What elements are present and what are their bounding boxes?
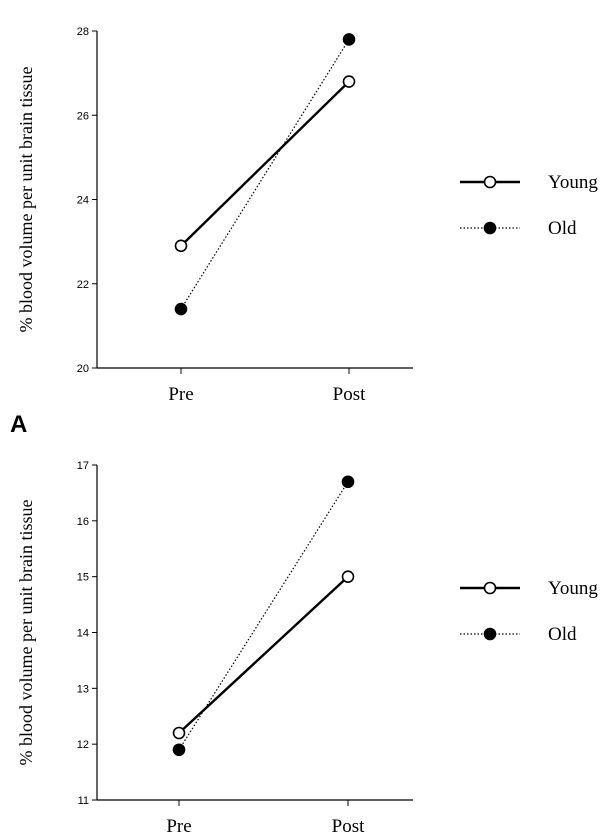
chart2-series-old-point: [341, 475, 355, 489]
chart1-legend-young-marker: [483, 175, 497, 189]
chart1-series-old-point: [174, 302, 188, 316]
chart1-x-tick-label: Pre: [168, 384, 193, 405]
chart1-series-young-line: [180, 80, 350, 247]
chart1-y-axis-label: % blood volume per unit brain tissue: [16, 67, 36, 333]
chart1-series-old-line: [180, 39, 350, 310]
chart1-y-tick-label: 28: [77, 26, 89, 38]
chart2-y-tick-label: 13: [77, 683, 89, 695]
chart2-y-tick-label: 12: [77, 739, 89, 751]
panel-letter: A: [10, 411, 28, 438]
chart2-x-tick-label: Post: [332, 816, 365, 837]
chart1-legend-old-marker: [483, 221, 497, 235]
chart2-legend-young-marker: [483, 581, 497, 595]
chart2-x-tick-label: Pre: [166, 816, 191, 837]
chart2-legend-old-marker: [483, 627, 497, 641]
chart1-legend-old-label: Old: [548, 218, 577, 239]
chart2-series-young-point: [172, 726, 186, 740]
chart2-y-tick-label: 17: [77, 460, 89, 472]
chart1-y-tick-label: 26: [77, 110, 89, 122]
chart2-y-tick-label: 16: [77, 516, 89, 528]
chart1-y-tick-label: 20: [77, 363, 89, 375]
chart1-x-tick-label: Post: [333, 384, 366, 405]
chart2-series-young-line: [178, 575, 349, 734]
chart2-series-old-point: [172, 743, 186, 757]
chart1-legend-young-label: Young: [548, 172, 598, 193]
chart1-series-young-point: [342, 75, 356, 88]
chart2-y-tick-label: 15: [77, 572, 89, 584]
chart1-y-tick-label: 22: [77, 279, 89, 291]
chart2-y-tick-label: 11: [78, 795, 89, 807]
chart1-y-tick-label: 24: [77, 195, 89, 207]
chart2-series-young-point: [341, 570, 355, 583]
chart2-y-tick-label: 14: [77, 628, 89, 640]
chart1-series-old-point: [342, 33, 356, 46]
chart2-legend-young-label: Young: [548, 578, 598, 599]
chart2-series-old-line: [178, 481, 349, 751]
chart2-y-axis-label: % blood volume per unit brain tissue: [16, 500, 36, 766]
chart1-series-young-point: [174, 239, 188, 253]
chart2-legend-old-label: Old: [548, 624, 577, 645]
